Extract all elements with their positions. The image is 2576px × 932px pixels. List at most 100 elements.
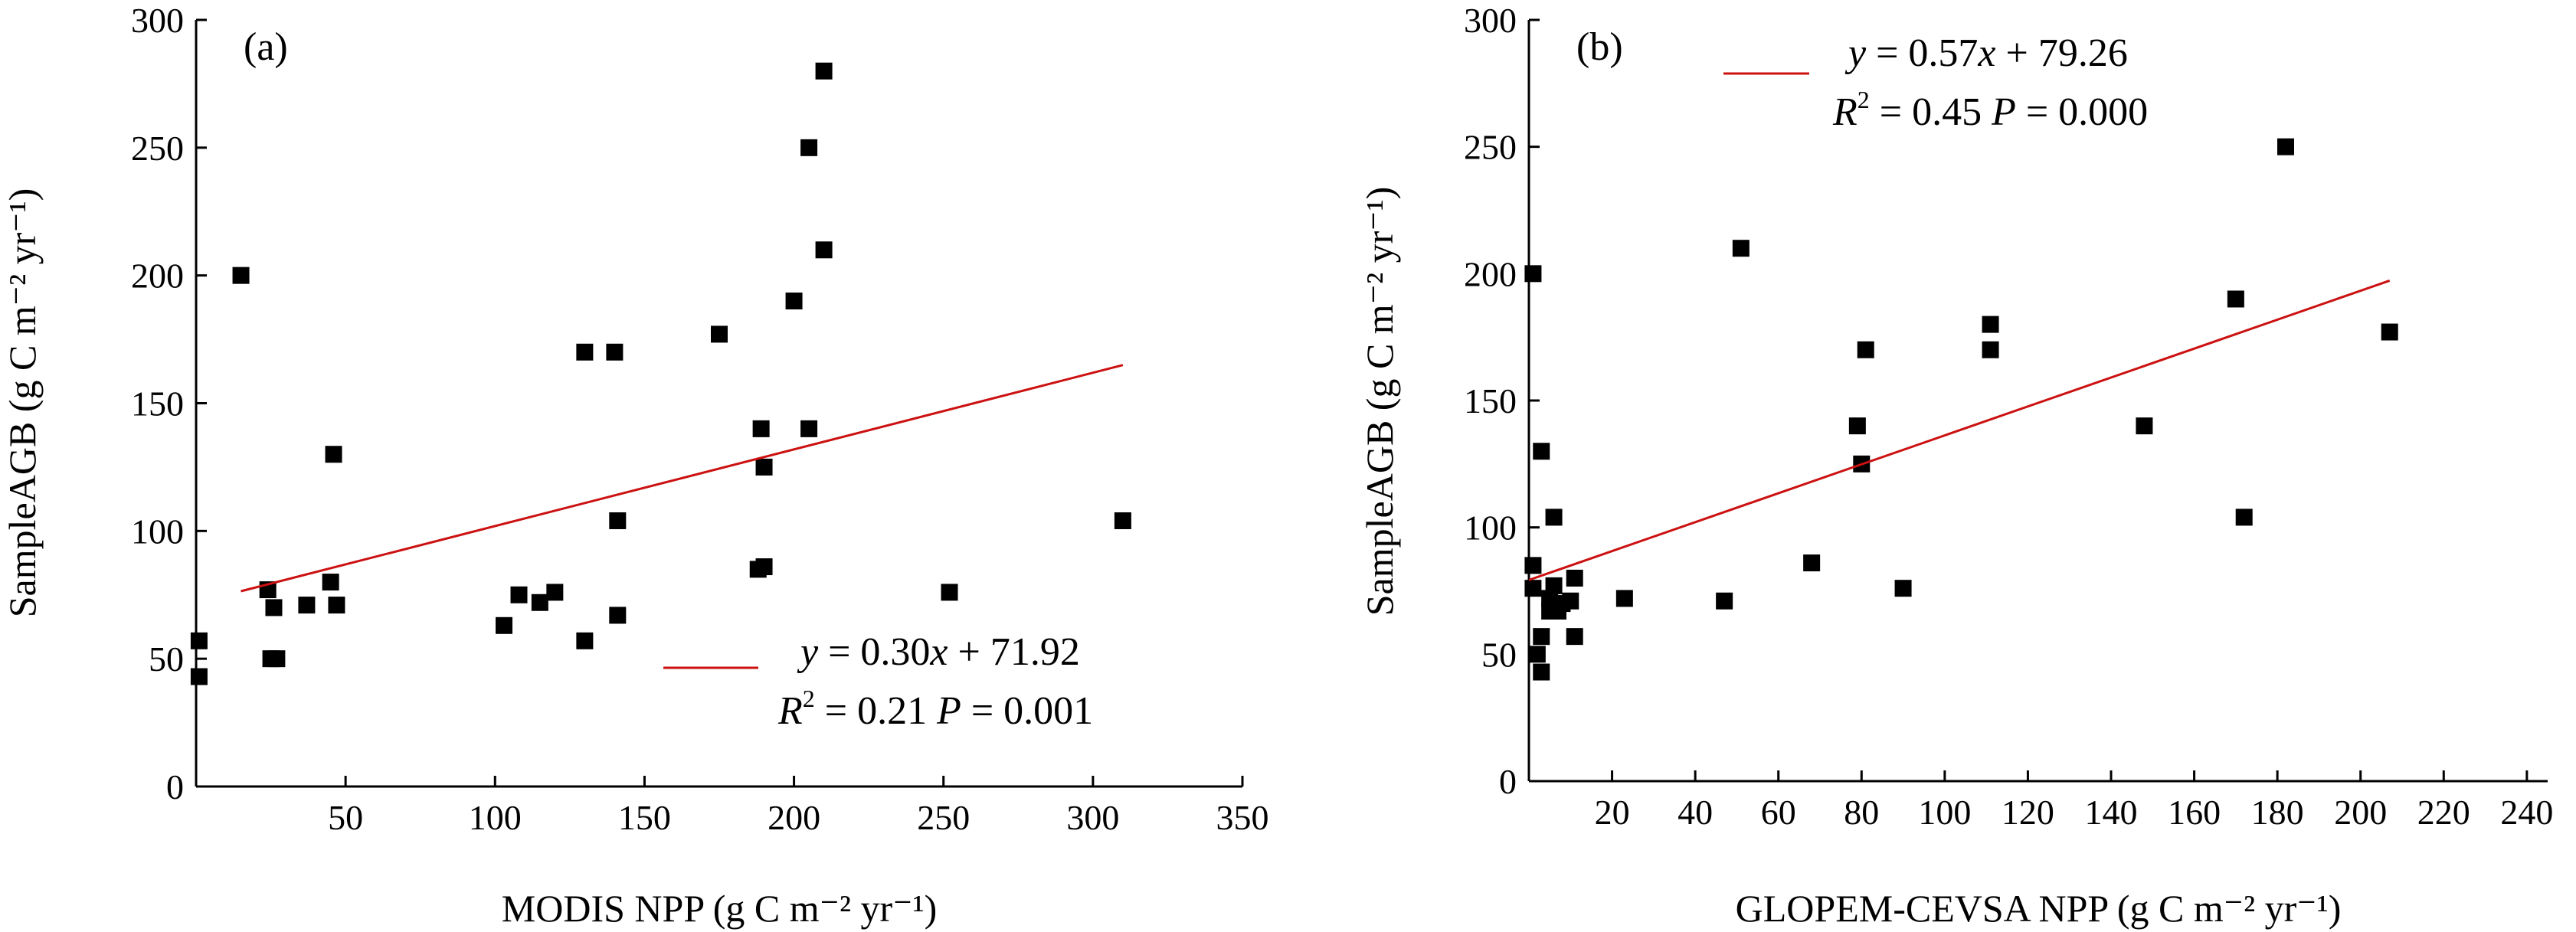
data-points bbox=[1524, 138, 2398, 681]
x-tick-label: 180 bbox=[2251, 793, 2304, 832]
x-tick-label: 160 bbox=[2168, 793, 2221, 832]
y-tick-label: 200 bbox=[131, 257, 184, 296]
y-axis-label: SampleAGB (g C m⁻² yr⁻¹) bbox=[1358, 187, 1401, 616]
x-tick-label: 150 bbox=[618, 798, 671, 837]
data-point bbox=[755, 458, 773, 476]
y-tick-label: 200 bbox=[1464, 254, 1517, 293]
y-tick-label: 100 bbox=[131, 512, 184, 551]
data-point bbox=[1524, 580, 1542, 597]
data-point bbox=[800, 420, 818, 437]
regression-equation: y = 0.57x + 79.26 bbox=[1844, 31, 2128, 75]
x-tick-label: 300 bbox=[1066, 798, 1119, 837]
data-point bbox=[1848, 417, 1866, 435]
y-tick-label: 50 bbox=[149, 639, 184, 679]
fit-line bbox=[1528, 280, 2391, 581]
data-point bbox=[1533, 663, 1550, 681]
x-tick-label: 80 bbox=[1844, 793, 1879, 832]
data-point bbox=[576, 632, 594, 649]
data-point bbox=[609, 607, 627, 624]
data-point bbox=[1894, 580, 1912, 597]
data-point bbox=[2227, 290, 2244, 308]
regression-stats: R2 = 0.45 P = 0.000 bbox=[1832, 86, 2148, 134]
data-point bbox=[2235, 509, 2253, 526]
data-point bbox=[2277, 138, 2294, 155]
data-point bbox=[1982, 316, 1999, 333]
data-point bbox=[1982, 341, 1999, 358]
x-tick-label: 200 bbox=[2334, 793, 2387, 832]
y-tick-label: 150 bbox=[131, 384, 184, 423]
data-point bbox=[1528, 646, 1546, 663]
data-point bbox=[1566, 569, 1583, 587]
data-point bbox=[815, 241, 833, 259]
data-point bbox=[1114, 512, 1131, 529]
data-point bbox=[510, 586, 528, 603]
chart-panel-b: 0 50 100 150 200 250 300 20 40 60 80 100 120 140 160 18… bbox=[1358, 1, 2553, 930]
data-point bbox=[2136, 417, 2153, 435]
data-points bbox=[190, 62, 1131, 685]
y-tick-label: 0 bbox=[1499, 762, 1517, 801]
data-point bbox=[1803, 554, 1821, 572]
x-axis-label: GLOPEM-CEVSA NPP (g C m⁻² yr⁻¹) bbox=[1736, 887, 2342, 930]
x-tick-label: 250 bbox=[917, 798, 970, 837]
x-axis-label: MODIS NPP (g C m⁻² yr⁻¹) bbox=[502, 887, 937, 930]
data-point bbox=[1545, 577, 1563, 594]
data-point bbox=[1524, 265, 1542, 283]
y-tick-label: 50 bbox=[1481, 635, 1517, 674]
data-point bbox=[265, 599, 283, 616]
data-point bbox=[1533, 628, 1550, 646]
data-point bbox=[1732, 240, 1750, 257]
panel-label: (b) bbox=[1576, 25, 1623, 69]
y-tick-label: 250 bbox=[1464, 128, 1517, 167]
data-point bbox=[322, 574, 339, 591]
x-tick-label: 20 bbox=[1595, 793, 1630, 832]
data-point bbox=[325, 446, 342, 463]
data-point bbox=[1716, 592, 1733, 610]
axis-ticks: 0 50 100 150 200 250 300 20 40 60 80 100 120 140 160 18… bbox=[1464, 1, 2553, 832]
x-tick-label: 60 bbox=[1761, 793, 1796, 832]
chart-panel-a: 0 50 100 150 200 250 300 50 100 150 200 250 300 350 (… bbox=[1, 1, 1269, 930]
y-tick-label: 150 bbox=[1464, 381, 1517, 420]
y-tick-label: 250 bbox=[131, 129, 184, 168]
y-axis-label: SampleAGB (g C m⁻² yr⁻¹) bbox=[1, 188, 44, 618]
data-point bbox=[268, 650, 286, 668]
data-point bbox=[546, 584, 564, 601]
y-tick-label: 300 bbox=[131, 1, 184, 40]
panel-label: (a) bbox=[244, 25, 288, 69]
data-point bbox=[531, 594, 548, 611]
data-point bbox=[1533, 443, 1550, 460]
data-point bbox=[941, 584, 958, 601]
data-point bbox=[1566, 628, 1583, 646]
data-point bbox=[752, 420, 770, 437]
regression-equation: y = 0.30x + 71.92 bbox=[797, 630, 1080, 674]
fit-line bbox=[241, 364, 1124, 593]
data-point bbox=[711, 325, 728, 343]
x-tick-label: 100 bbox=[1918, 793, 1971, 832]
data-point bbox=[495, 616, 512, 634]
data-point bbox=[609, 512, 627, 529]
data-point bbox=[1615, 590, 1633, 607]
x-tick-label: 120 bbox=[2002, 793, 2054, 832]
regression-stats: R2 = 0.21 P = 0.001 bbox=[777, 685, 1093, 733]
x-tick-label: 140 bbox=[2085, 793, 2138, 832]
data-point bbox=[815, 62, 833, 80]
data-point bbox=[1545, 509, 1563, 526]
data-point bbox=[1562, 592, 1579, 610]
x-tick-label: 100 bbox=[469, 798, 522, 837]
x-tick-label: 220 bbox=[2417, 793, 2470, 832]
data-point bbox=[190, 668, 208, 685]
data-point bbox=[298, 597, 316, 614]
data-point bbox=[1857, 341, 1874, 358]
legend: y = 0.57x + 79.26 R2 = 0.45 P = 0.000 bbox=[1723, 31, 2148, 134]
y-tick-label: 300 bbox=[1464, 1, 1517, 40]
y-tick-label: 100 bbox=[1464, 509, 1517, 548]
axis-ticks: 0 50 100 150 200 250 300 50 100 150 200 250 300 350 bbox=[131, 1, 1269, 837]
data-point bbox=[800, 139, 818, 156]
data-point bbox=[328, 597, 345, 614]
x-tick-label: 240 bbox=[2500, 793, 2553, 832]
data-point bbox=[576, 343, 594, 361]
x-tick-label: 40 bbox=[1678, 793, 1713, 832]
legend: y = 0.30x + 71.92 R2 = 0.21 P = 0.001 bbox=[663, 630, 1093, 733]
x-tick-label: 50 bbox=[328, 798, 363, 837]
data-point bbox=[2381, 323, 2398, 341]
